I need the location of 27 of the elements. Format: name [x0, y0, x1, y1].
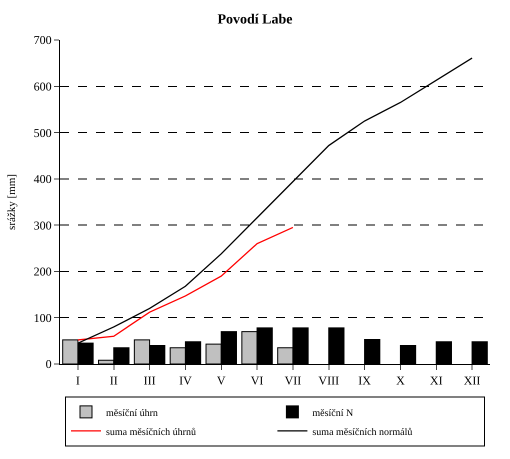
y-tick-label: 400 [34, 172, 52, 186]
y-tick-label: 600 [34, 79, 52, 94]
y-tick-label: 300 [34, 218, 52, 232]
x-tick-label: XI [430, 373, 443, 388]
y-tick-label: 0 [46, 357, 52, 372]
y-axis-title: srážky [mm] [6, 174, 18, 230]
x-tick-label: VI [250, 373, 264, 388]
legend-label: suma měsíčních úhrnů [106, 426, 196, 438]
x-tick-label: I [76, 373, 80, 388]
y-tick-label: 500 [34, 126, 52, 140]
x-tick-label: XII [464, 373, 480, 388]
x-tick-label: III [144, 373, 156, 388]
x-tick-label: II [110, 373, 118, 388]
x-tick-label: IV [179, 373, 192, 388]
y-tick-label: 100 [34, 310, 52, 325]
line-series [77, 226, 294, 341]
x-tick-label: V [216, 373, 226, 388]
x-tick-label: IX [358, 373, 372, 388]
legend-label: měsíční N [312, 408, 354, 419]
legend-label: měsíční úhrn [106, 408, 158, 419]
y-tick-label: 700 [34, 33, 52, 48]
x-tick-label: VIII [318, 373, 340, 388]
legend-label: suma měsíčních normálů [312, 426, 412, 438]
y-tick-label: 200 [34, 264, 52, 279]
chart-title: Povodí Labe [217, 12, 293, 28]
x-tick-label: VII [284, 373, 302, 388]
x-tick-label: X [396, 373, 406, 388]
